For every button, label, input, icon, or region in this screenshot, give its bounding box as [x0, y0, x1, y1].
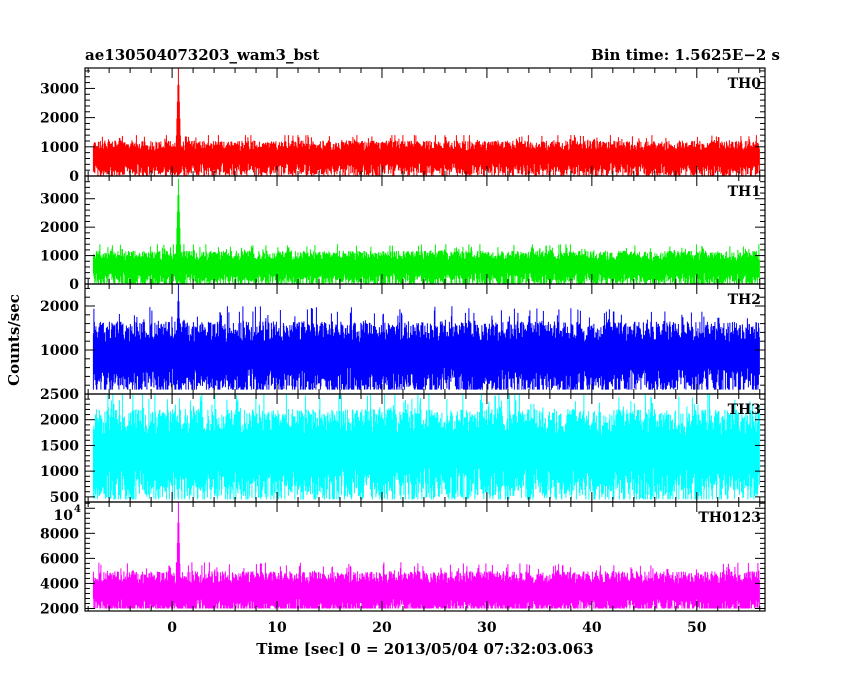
y-tick-label: 1000: [40, 343, 79, 359]
y-tick-label: 500: [50, 490, 79, 506]
y-tick-label: 1000: [40, 140, 79, 156]
x-tick-label: 50: [687, 620, 707, 636]
y-tick-label: 2500: [40, 387, 79, 403]
x-axis-title: Time [sec] 0 = 2013/05/04 07:32:03.063: [256, 640, 593, 658]
panel-label-th0123: TH0123: [698, 510, 761, 526]
panel-label-th0: TH0: [728, 76, 762, 92]
y-tick-label: 2000: [40, 299, 79, 315]
y-tick-label: 6000: [40, 551, 79, 567]
x-tick-label: 20: [372, 620, 392, 636]
series-th3: [92, 394, 760, 500]
panel-th2: 1000 2000 TH2: [40, 283, 766, 395]
panel-frame: [84, 501, 766, 612]
series-th0123: [92, 502, 760, 609]
panel-th1: 0 1000 2000 3000 TH1: [40, 175, 766, 293]
series-th0: [92, 68, 760, 176]
panel-th3: 500 1000 1500 2000 2500 TH3: [40, 387, 766, 506]
x-tick-label: 10: [267, 620, 287, 636]
x-tick-label: 40: [582, 620, 602, 636]
panel-label-th3: TH3: [728, 402, 761, 418]
panel-label-th1: TH1: [728, 184, 761, 200]
y-axis-title: Counts/sec: [5, 294, 23, 386]
y-tick-label: 3000: [40, 192, 79, 208]
y-tick-label: 2000: [40, 111, 79, 127]
series-th2: [92, 284, 760, 390]
y-tick-label: 1000: [40, 464, 79, 480]
y-tick-label: 0: [69, 169, 79, 185]
y-tick-label: 2000: [40, 601, 79, 617]
series-th1: [92, 178, 760, 284]
y-tick-label: 2000: [40, 413, 79, 429]
y-tick-label: 1500: [40, 438, 79, 454]
y-tick-label: 8000: [40, 526, 79, 542]
chart-title-left: ae130504073203_wam3_bst: [85, 46, 319, 64]
panel-label-th2: TH2: [728, 292, 761, 308]
y-top-label: 10: [54, 508, 74, 524]
chart-title-right: Bin time: 1.5625E−2 s: [591, 46, 780, 64]
y-tick-label: 1000: [40, 249, 79, 265]
y-tick-label: 2000: [40, 220, 79, 236]
panel-th0: 0 1000 2000 3000 TH0: [40, 67, 766, 185]
y-tick-label: 3000: [40, 81, 79, 97]
x-tick-label: 0: [167, 620, 177, 636]
x-tick-label: 30: [477, 620, 497, 636]
panel-th0123: 2000 4000 6000 8000 10 4 TH0123: [40, 501, 766, 617]
y-tick-label: 0: [69, 277, 79, 293]
y-tick-label: 4000: [40, 576, 79, 592]
y-top-exponent: 4: [74, 504, 81, 515]
